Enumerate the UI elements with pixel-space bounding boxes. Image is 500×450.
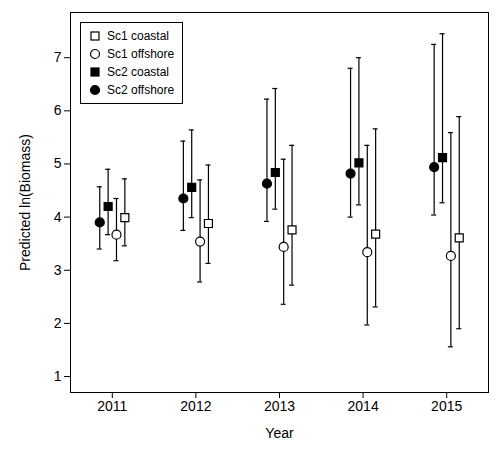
html-text:Sc1 coastal: Sc1 coastal (107, 29, 169, 43)
svg-text:2015: 2015 (431, 398, 462, 414)
html-text:Sc2 offshore: Sc2 offshore (107, 83, 175, 97)
svg-text:7: 7 (54, 49, 62, 65)
svg-text:4: 4 (54, 209, 62, 225)
svg-text:Year: Year (265, 425, 294, 441)
svg-text:2011: 2011 (97, 398, 127, 414)
svg-text:6: 6 (54, 102, 62, 118)
svg-text:3: 3 (54, 262, 62, 278)
svg-text:2012: 2012 (180, 398, 211, 414)
svg-text:Predicted ln(Biomass): Predicted ln(Biomass) (17, 134, 33, 271)
svg-text:2014: 2014 (348, 398, 379, 414)
html-text:Sc1 offshore: Sc1 offshore (107, 47, 175, 61)
svg-text:1: 1 (54, 368, 62, 384)
svg-text:2013: 2013 (264, 398, 295, 414)
html-text:Sc2 coastal: Sc2 coastal (107, 65, 169, 79)
svg-text:5: 5 (54, 155, 62, 171)
svg-text:2: 2 (54, 315, 62, 331)
